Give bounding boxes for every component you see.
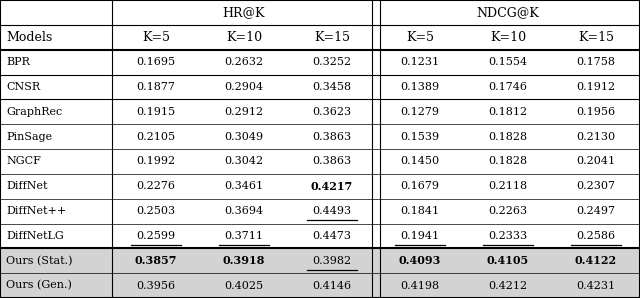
Text: 0.2276: 0.2276	[136, 181, 175, 191]
Text: 0.2904: 0.2904	[225, 82, 264, 92]
Text: DiffNetLG: DiffNetLG	[6, 231, 64, 241]
Bar	[0, 248, 640, 273]
Text: K=10: K=10	[490, 31, 526, 44]
Text: 0.1389: 0.1389	[401, 82, 440, 92]
Text: 0.1758: 0.1758	[577, 57, 616, 67]
Text: K=5: K=5	[406, 31, 434, 44]
Text: 0.1695: 0.1695	[136, 57, 175, 67]
Text: 0.4212: 0.4212	[488, 281, 527, 291]
Text: 0.2105: 0.2105	[136, 132, 175, 142]
Text: 0.2497: 0.2497	[577, 206, 616, 216]
Text: 0.1679: 0.1679	[401, 181, 440, 191]
Text: 0.1841: 0.1841	[401, 206, 440, 216]
Text: 0.1912: 0.1912	[577, 82, 616, 92]
Text: 0.2333: 0.2333	[488, 231, 527, 241]
Text: 0.3863: 0.3863	[312, 132, 351, 142]
Text: 0.1915: 0.1915	[136, 107, 175, 117]
Text: 0.2041: 0.2041	[577, 156, 616, 166]
Text: K=10: K=10	[226, 31, 262, 44]
Text: DiffNet++: DiffNet++	[6, 206, 67, 216]
Text: 0.3252: 0.3252	[312, 57, 351, 67]
Text: 0.3982: 0.3982	[312, 256, 351, 266]
Text: K=15: K=15	[578, 31, 614, 44]
Text: 0.4093: 0.4093	[399, 255, 441, 266]
Text: Ours (Gen.): Ours (Gen.)	[6, 280, 72, 291]
Text: 0.1812: 0.1812	[488, 107, 527, 117]
Text: Ours (Stat.): Ours (Stat.)	[6, 256, 73, 266]
Text: 0.4231: 0.4231	[577, 281, 616, 291]
Bar	[0, 273, 640, 298]
Text: 0.4198: 0.4198	[401, 281, 440, 291]
Text: GraphRec: GraphRec	[6, 107, 63, 117]
Text: K=15: K=15	[314, 31, 350, 44]
Text: 0.2912: 0.2912	[225, 107, 264, 117]
Text: 0.1877: 0.1877	[136, 82, 175, 92]
Text: 0.3461: 0.3461	[225, 181, 264, 191]
Text: 0.2130: 0.2130	[577, 132, 616, 142]
Text: NGCF: NGCF	[6, 156, 41, 166]
Text: 0.2586: 0.2586	[577, 231, 616, 241]
Text: CNSR: CNSR	[6, 82, 40, 92]
Text: 0.2307: 0.2307	[577, 181, 616, 191]
Text: Models: Models	[6, 31, 52, 44]
Text: 0.3711: 0.3711	[225, 231, 264, 241]
Text: 0.1554: 0.1554	[488, 57, 527, 67]
Text: 0.3918: 0.3918	[223, 255, 265, 266]
Text: 0.1828: 0.1828	[488, 132, 527, 142]
Text: 0.1231: 0.1231	[401, 57, 440, 67]
Text: 0.1746: 0.1746	[488, 82, 527, 92]
Text: 0.3694: 0.3694	[225, 206, 264, 216]
Text: 0.3863: 0.3863	[312, 156, 351, 166]
Text: 0.3956: 0.3956	[136, 281, 175, 291]
Text: K=5: K=5	[142, 31, 170, 44]
Text: 0.2503: 0.2503	[136, 206, 175, 216]
Text: BPR: BPR	[6, 57, 30, 67]
Text: 0.1539: 0.1539	[401, 132, 440, 142]
Text: 0.4217: 0.4217	[311, 181, 353, 192]
Text: 0.2118: 0.2118	[488, 181, 527, 191]
Text: 0.1450: 0.1450	[401, 156, 440, 166]
Text: 0.4146: 0.4146	[312, 281, 351, 291]
Text: 0.1992: 0.1992	[136, 156, 175, 166]
Text: 0.2599: 0.2599	[136, 231, 175, 241]
Text: 0.1941: 0.1941	[401, 231, 440, 241]
Text: 0.2263: 0.2263	[488, 206, 527, 216]
Text: 0.1279: 0.1279	[401, 107, 440, 117]
Text: 0.4105: 0.4105	[487, 255, 529, 266]
Text: 0.1828: 0.1828	[488, 156, 527, 166]
Text: HR@K: HR@K	[223, 6, 265, 19]
Text: 0.4473: 0.4473	[312, 231, 351, 241]
Text: 0.3857: 0.3857	[135, 255, 177, 266]
Text: 0.4025: 0.4025	[225, 281, 264, 291]
Text: 0.3042: 0.3042	[225, 156, 264, 166]
Text: 0.3049: 0.3049	[225, 132, 264, 142]
Text: 0.2632: 0.2632	[225, 57, 264, 67]
Text: 0.3623: 0.3623	[312, 107, 351, 117]
Text: NDCG@K: NDCG@K	[477, 6, 540, 19]
Text: 0.4122: 0.4122	[575, 255, 617, 266]
Text: 0.4493: 0.4493	[312, 206, 351, 216]
Text: DiffNet: DiffNet	[6, 181, 48, 191]
Text: 0.3458: 0.3458	[312, 82, 351, 92]
Text: 0.1956: 0.1956	[577, 107, 616, 117]
Text: PinSage: PinSage	[6, 132, 52, 142]
